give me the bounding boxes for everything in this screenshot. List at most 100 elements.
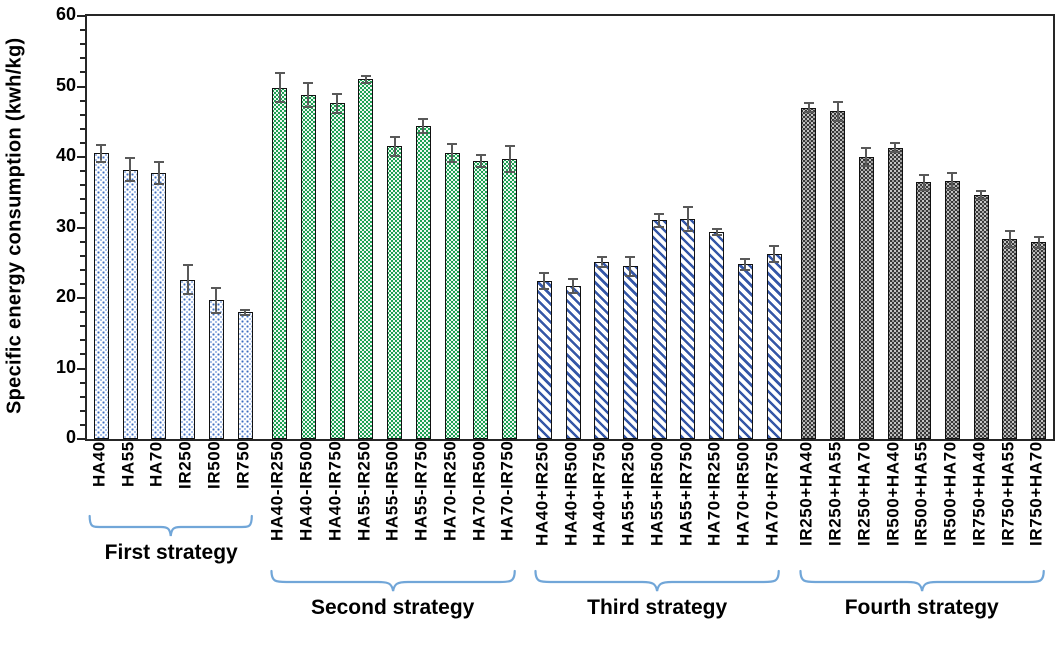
error-bar [274, 72, 285, 104]
y-axis-minor-tick [80, 423, 85, 426]
bar-slot [967, 16, 996, 439]
y-axis-minor-tick [80, 212, 85, 215]
bar-IR250+HA55 [830, 111, 846, 439]
bar-HA40-IR250 [272, 87, 288, 439]
error-bar [475, 154, 486, 169]
x-axis-label: HA55-IR250 [353, 441, 373, 542]
error-bar [976, 190, 987, 201]
y-axis-tick-label: 40 [55, 145, 76, 165]
x-axis-label: HA55-IR750 [411, 441, 431, 542]
error-bar [153, 160, 164, 185]
bar-HA70-IR250 [444, 152, 460, 439]
bar-HA40 [93, 153, 109, 439]
bar-HA70+IR750 [766, 254, 782, 439]
bar-HA70-IR750 [502, 159, 518, 439]
bar-HA70 [151, 172, 167, 439]
group-brace [269, 569, 517, 593]
bar-IR750 [237, 312, 253, 439]
bar-slot [116, 16, 145, 439]
y-axis-minor-tick [80, 127, 85, 130]
error-bar [447, 142, 458, 163]
bars-area [87, 16, 1053, 439]
group-caption: Fourth strategy [844, 596, 999, 619]
y-axis-minor-tick [80, 240, 85, 243]
bar-slot [616, 16, 645, 439]
x-axis-label: IR750+HA70 [1026, 441, 1046, 546]
x-axis-label: IR500 [204, 441, 224, 490]
plot-area [77, 14, 1055, 441]
bar-IR500+HA55 [916, 182, 932, 439]
bar-HA70+IR500 [737, 264, 753, 439]
y-axis-minor-tick [80, 325, 85, 328]
bar-slot [323, 16, 352, 439]
x-axis-label: HA70-IR250 [440, 441, 460, 542]
x-axis-label: HA70 [146, 441, 166, 487]
x-axis-label: HA40 [89, 441, 109, 487]
error-bar [803, 102, 814, 114]
bar-IR500+HA70 [944, 180, 960, 439]
x-axis-label: HA40+IR750 [589, 441, 609, 546]
y-axis-minor-tick [80, 353, 85, 356]
error-bar [1004, 229, 1015, 248]
bar-slot [409, 16, 438, 439]
x-axis-label: IR500+HA40 [883, 441, 903, 546]
bar-HA55+IR500 [651, 220, 667, 439]
bar-IR750+HA40 [973, 195, 989, 439]
bar-slot [702, 16, 731, 439]
x-axis-label: HA40-IR750 [325, 441, 345, 542]
bar-group-2 [265, 16, 524, 439]
y-axis-tick-label: 0 [65, 427, 76, 447]
error-bar [890, 142, 901, 154]
bar-HA55-IR250 [358, 79, 374, 439]
bar-slot [265, 16, 294, 439]
y-axis-minor-tick [80, 282, 85, 285]
error-bar [947, 171, 958, 191]
bar-HA55-IR500 [387, 146, 403, 439]
bar-HA55+IR750 [680, 219, 696, 439]
y-axis-minor-tick [80, 409, 85, 412]
x-axis-label: HA55-IR500 [382, 441, 402, 542]
x-axis-label: HA40+IR250 [532, 441, 552, 546]
x-axis-label: HA55 [118, 441, 138, 487]
bar-slot [909, 16, 938, 439]
y-axis-minor-tick [80, 99, 85, 102]
x-group-2: HA40-IR250 HA40-IR500 HA40-IR750 HA55-IR250… [263, 441, 522, 620]
y-axis-minor-tick [80, 29, 85, 32]
y-axis-major-tick [77, 15, 85, 17]
x-axis-label: IR750+HA40 [969, 441, 989, 546]
bar-slot [996, 16, 1025, 439]
bar-HA70-IR500 [473, 161, 489, 439]
x-axis-label: IR250+HA55 [825, 441, 845, 546]
error-bar [96, 144, 107, 163]
y-axis-minor-tick [80, 71, 85, 74]
bar-HA55-IR750 [415, 125, 431, 439]
bar-slot [645, 16, 674, 439]
x-axis-label: HA70+IR750 [762, 441, 782, 546]
bar-group-4 [794, 16, 1053, 439]
x-axis-label: HA70+IR500 [733, 441, 753, 546]
y-axis-tick-label: 20 [55, 286, 76, 306]
x-axis-label: HA55+IR250 [618, 441, 638, 546]
x-axis-label: HA40-IR250 [267, 441, 287, 542]
bar-slot [202, 16, 231, 439]
error-bar [504, 145, 515, 174]
bar-HA40-IR750 [329, 103, 345, 439]
group-brace [88, 514, 253, 538]
y-axis-minor-tick [80, 184, 85, 187]
y-axis-minor-tick [80, 170, 85, 173]
x-axis-label: IR750+HA55 [997, 441, 1017, 546]
error-bar [682, 206, 693, 232]
x-group-3: HA40+IR250 HA40+IR500 HA40+IR750 HA55+IR250… [528, 441, 787, 620]
x-group-1: HA40 HA55 HA70 IR250 IR500 IR750 First strateg… [85, 441, 257, 565]
bar-slot [823, 16, 852, 439]
bar-IR750+HA55 [1002, 238, 1018, 439]
error-bar [769, 245, 780, 264]
group-brace [533, 569, 781, 593]
y-axis-minor-tick [80, 43, 85, 46]
y-axis-minor-tick [80, 395, 85, 398]
group-caption: First strategy [104, 541, 238, 564]
bar-slot [530, 16, 559, 439]
y-axis-major-tick [77, 297, 85, 299]
x-axis-label: IR500+HA55 [911, 441, 931, 546]
